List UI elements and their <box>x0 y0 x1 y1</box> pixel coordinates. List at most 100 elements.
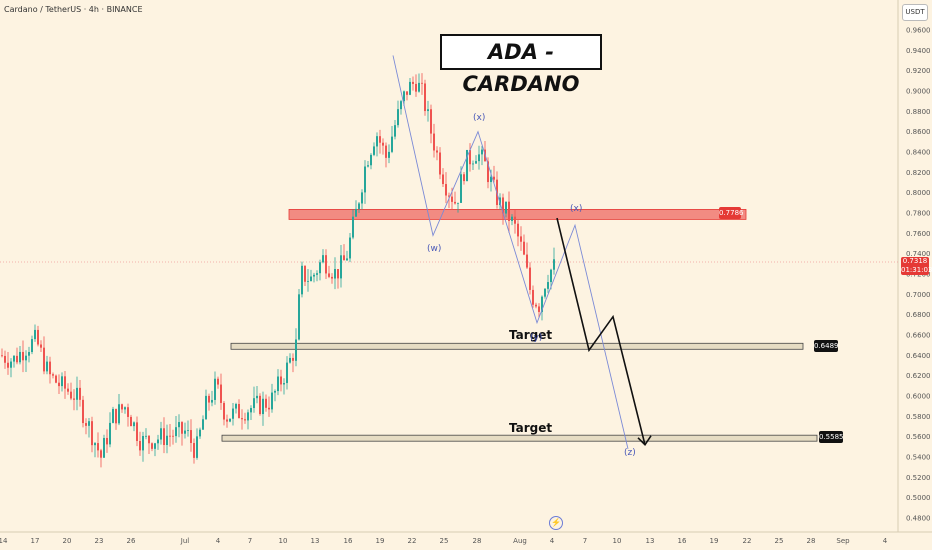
candle-body <box>130 416 132 427</box>
candle-body <box>55 375 57 383</box>
candle-body <box>445 184 447 196</box>
candle-body <box>7 362 9 368</box>
x-tick-label: 4 <box>216 537 221 545</box>
candle-body <box>289 357 291 363</box>
candle-body <box>517 223 519 237</box>
candle-body <box>523 241 525 255</box>
candle-body <box>373 146 375 155</box>
y-tick-label: 0.7800 <box>906 210 931 218</box>
y-tick-label: 0.8400 <box>906 149 931 157</box>
x-tick-label: 22 <box>408 537 417 545</box>
candle-body <box>493 176 495 180</box>
x-tick-label: 7 <box>248 537 252 545</box>
candle-body <box>40 344 42 348</box>
current-price-tag: 0.7318 01:31:03 <box>901 257 932 275</box>
candle-body <box>199 429 201 437</box>
candle-body <box>91 421 93 446</box>
candle-body <box>175 427 177 437</box>
candle-body <box>226 419 228 422</box>
target-zone-2 <box>221 434 818 442</box>
candle-body <box>292 357 294 361</box>
candle-body <box>370 154 372 166</box>
candle-body <box>172 435 174 437</box>
candle-body <box>67 388 69 392</box>
candle-body <box>430 109 432 134</box>
candle-body <box>274 391 276 393</box>
candle-body <box>250 408 252 413</box>
x-tick-label: 13 <box>646 537 655 545</box>
candle-body <box>178 422 180 428</box>
candle-body <box>277 376 279 392</box>
x-tick-label: 17 <box>31 537 40 545</box>
candle-body <box>532 289 534 305</box>
y-tick-label: 0.8600 <box>906 128 931 136</box>
x-tick-label: 16 <box>344 537 353 545</box>
candle-body <box>358 203 360 209</box>
candle-body <box>13 355 15 362</box>
candle-body <box>247 412 249 421</box>
lightning-icon[interactable]: ⚡ <box>549 516 563 530</box>
candle-body <box>256 395 258 399</box>
candle-body <box>58 382 60 387</box>
currency-unit-badge[interactable]: USDT <box>902 4 928 21</box>
y-tick-label: 0.6600 <box>906 332 931 340</box>
candle-body <box>322 255 324 263</box>
candle-body <box>427 109 429 112</box>
x-tick-label: 19 <box>710 537 719 545</box>
candle-body <box>283 383 285 385</box>
candle-body <box>424 83 426 112</box>
x-tick-label: 19 <box>376 537 385 545</box>
candle-body <box>454 201 456 204</box>
y-tick-label: 0.8200 <box>906 169 931 177</box>
y-tick-label: 0.8000 <box>906 189 931 197</box>
candle-body <box>205 395 207 420</box>
elliott-wave-line <box>392 55 629 449</box>
wave-label-w: (w) <box>427 244 442 254</box>
candle-body <box>364 166 366 193</box>
candle-body <box>124 407 126 410</box>
x-tick-label: 13 <box>311 537 320 545</box>
candle-body <box>508 201 510 221</box>
candle-body <box>37 329 39 345</box>
y-tick-label: 0.9200 <box>906 67 931 75</box>
candle-body <box>313 274 315 277</box>
target-price-tag-1: 0.6489 <box>814 340 839 352</box>
candle-body <box>229 418 231 422</box>
candle-body <box>469 149 471 165</box>
candle-body <box>220 384 222 403</box>
candle-body <box>82 399 84 424</box>
target-label-1: Target <box>509 328 553 342</box>
y-tick-label: 0.9400 <box>906 47 931 55</box>
x-tick-label: 25 <box>775 537 784 545</box>
candle-body <box>472 163 474 165</box>
y-tick-label: 0.5400 <box>906 454 931 462</box>
candle-body <box>148 435 150 444</box>
candle-body <box>439 152 441 175</box>
y-tick-label: 0.9600 <box>906 27 931 35</box>
candle-body <box>415 83 417 92</box>
candle-body <box>433 133 435 151</box>
candle-body <box>418 82 420 92</box>
candle-body <box>88 421 90 426</box>
candle-body <box>118 404 120 424</box>
candle-body <box>70 391 72 399</box>
candle-body <box>340 255 342 279</box>
wave-label-z: (z) <box>624 448 636 458</box>
candle-body <box>391 136 393 152</box>
candle-body <box>421 82 423 84</box>
y-tick-label: 0.6400 <box>906 352 931 360</box>
candle-body <box>514 216 516 224</box>
candle-body <box>202 419 204 430</box>
candle-body <box>298 294 300 340</box>
candle-body <box>109 422 111 445</box>
candle-body <box>31 339 33 353</box>
candle-body <box>25 355 27 361</box>
candle-body <box>280 376 282 385</box>
candle-body <box>208 395 210 403</box>
candle-body <box>136 422 138 442</box>
candle-body <box>16 355 18 363</box>
y-tick-label: 0.4800 <box>906 515 931 523</box>
candle-body <box>115 408 117 424</box>
candle-body <box>388 151 390 158</box>
candle-body <box>244 419 246 421</box>
